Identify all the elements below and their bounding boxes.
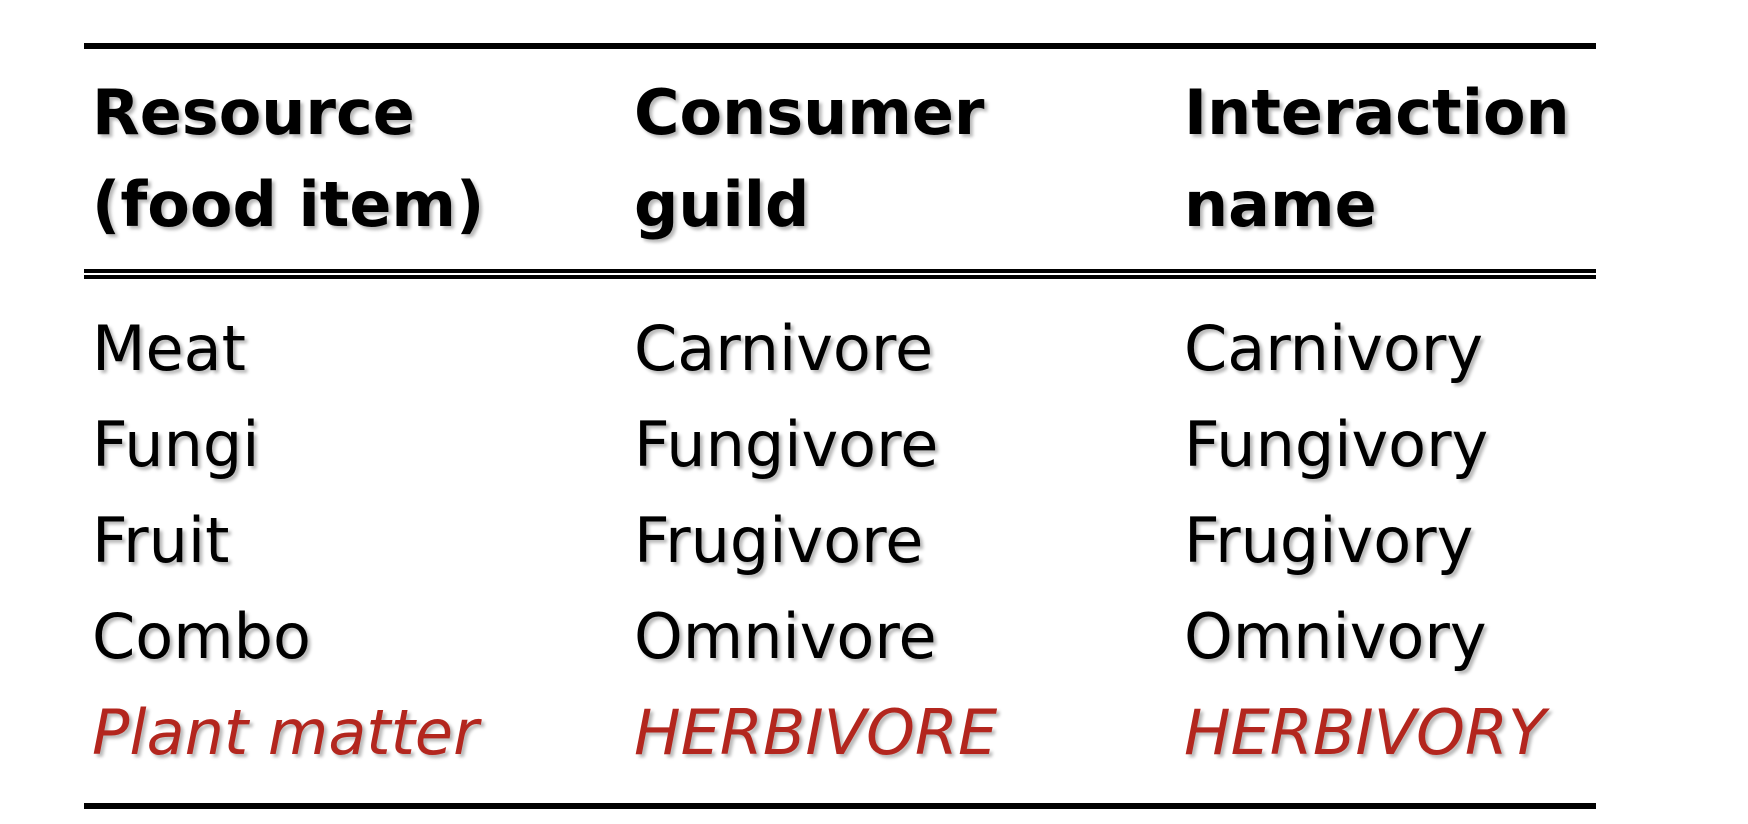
consumer-guild-cell: Carnivore: [634, 312, 934, 385]
interaction-name-cell: Fungivory: [1184, 408, 1489, 481]
table-row: Fungi Fungivore Fungivory: [84, 397, 1596, 493]
table-row: Fruit Frugivore Frugivory: [84, 493, 1596, 589]
header-interaction-name-line1: Interaction: [1184, 76, 1570, 149]
table-bottom-rule: [84, 803, 1596, 809]
table-row: Meat Carnivore Carnivory: [84, 301, 1596, 397]
table-header-row: Resource (food item) Consumer guild Inte…: [84, 49, 1596, 269]
table-row-highlighted: Plant matter HERBIVORE HERBIVORY: [84, 685, 1596, 781]
interaction-name-cell: HERBIVORY: [1184, 696, 1546, 769]
interaction-name-cell: Carnivory: [1184, 312, 1484, 385]
header-consumer-guild-line1: Consumer: [634, 76, 985, 149]
food-guild-table: Resource (food item) Consumer guild Inte…: [84, 43, 1596, 809]
header-resource-line1: Resource: [92, 76, 415, 149]
header-interaction-name-line2: name: [1184, 168, 1377, 241]
header-consumer-guild: Consumer guild: [626, 67, 1176, 251]
table-top-rule: [84, 43, 1596, 49]
consumer-guild-cell: Frugivore: [634, 504, 924, 577]
consumer-guild-cell: HERBIVORE: [634, 696, 998, 769]
resource-cell: Combo: [92, 600, 311, 673]
header-interaction-name: Interaction name: [1176, 67, 1596, 251]
table-row: Combo Omnivore Omnivory: [84, 589, 1596, 685]
resource-cell: Plant matter: [92, 696, 479, 769]
interaction-name-cell: Omnivory: [1184, 600, 1487, 673]
table-body: Meat Carnivore Carnivory Fungi Fungivore…: [84, 279, 1596, 803]
header-resource-line2: (food item): [92, 168, 485, 241]
header-double-rule: [84, 269, 1596, 279]
consumer-guild-cell: Omnivore: [634, 600, 937, 673]
consumer-guild-cell: Fungivore: [634, 408, 939, 481]
header-consumer-guild-line2: guild: [634, 168, 810, 241]
resource-cell: Fruit: [92, 504, 230, 577]
resource-cell: Fungi: [92, 408, 260, 481]
header-resource: Resource (food item): [84, 67, 626, 251]
interaction-name-cell: Frugivory: [1184, 504, 1474, 577]
resource-cell: Meat: [92, 312, 246, 385]
